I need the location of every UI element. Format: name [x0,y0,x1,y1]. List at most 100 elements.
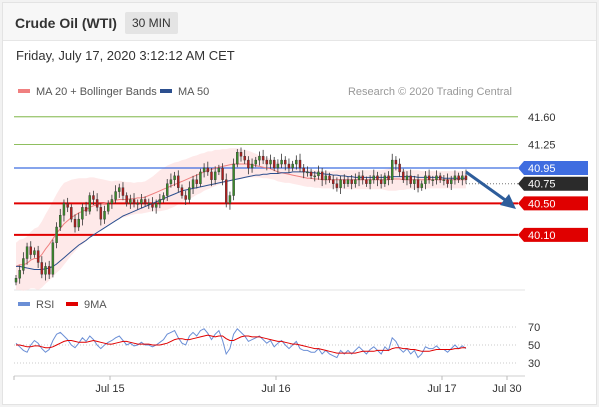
candle [188,181,191,204]
rsi-legend-swatch [18,302,30,306]
candle [232,158,235,201]
candle [118,183,121,198]
candle [276,159,280,174]
price-tag-label: 40.95 [528,163,556,175]
candle-body [438,175,442,180]
candle-body [103,211,106,220]
candle [461,171,464,186]
time-tick-label: Jul 16 [261,383,290,395]
price-tag-label: 41.60 [528,112,556,124]
candle [269,154,272,169]
candle-body [40,262,44,275]
candle [284,156,287,171]
candle-body [106,203,110,212]
price-tag-box [518,196,588,211]
candle [361,170,364,185]
candle-body [302,167,305,173]
candle [180,184,184,199]
instrument-title: Crude Oil (WTI) [15,15,117,31]
candle-body [265,159,269,165]
candle [280,153,283,168]
ma9-line [16,334,466,354]
candle-body [129,199,132,204]
candle [184,190,187,205]
candle [92,190,95,205]
ma50-legend-label: MA 50 [178,86,209,98]
candle [372,169,376,184]
ma20-line [15,163,466,267]
candle-body [221,167,224,180]
candle [446,173,449,188]
candle [383,172,387,187]
candle-body [114,191,117,200]
candle-body [261,155,265,161]
candle [84,201,88,216]
candle [435,170,438,185]
candle [88,192,91,215]
candle [313,171,316,182]
candle [44,262,47,281]
candle [339,175,342,194]
candle [158,193,162,209]
forecast-arrow [465,170,516,209]
candle-body [162,195,165,200]
candle-body [99,207,103,220]
candle-body [461,175,464,180]
candle-body [405,175,409,180]
candle-body [169,179,173,184]
candle-body [442,179,446,181]
candle-body [118,187,121,192]
candle [331,175,335,190]
candle [29,241,32,260]
candle-body [413,179,416,184]
candle [136,199,139,210]
candle [320,167,324,187]
candle-body [339,179,342,188]
candle [129,194,132,209]
price-tag-40-75: 40.75 [518,176,588,191]
candle [132,193,136,208]
candle-body [36,250,40,263]
candle-body [232,163,235,196]
candle-body [379,179,383,184]
candle [114,185,117,204]
candle-body [343,179,346,184]
candle-body [254,159,257,165]
candle-body [77,218,80,228]
candle [140,193,143,209]
candle-body [51,242,55,275]
timeframe-badge[interactable]: 30 MIN [125,12,178,34]
candle [228,191,232,210]
bollinger-legend-label: MA 20 + Bollinger Bands [36,86,157,98]
candle [70,204,73,223]
candle [438,172,442,183]
price-tag-40-95: 40.95 [518,160,588,175]
candle-body [213,171,217,180]
candle [195,174,198,189]
candle-body [272,159,276,169]
candle [47,260,51,279]
time-axis: Jul 15 Jul 16 Jul 17 Jul 30 [13,376,522,395]
candle-body [239,152,243,157]
chart-header: Crude Oil (WTI) 30 MIN [3,3,596,41]
price-tag-layer: 41.60 41.25 40.95 40.75 40.50 40.10 [518,112,588,242]
candle [379,174,383,189]
candle [368,175,372,190]
candle-body [365,179,368,184]
candle [51,239,55,278]
candle [427,169,431,184]
candle-body [317,171,320,177]
candle [25,242,29,265]
candle-body [44,266,47,275]
candle-body [453,175,457,180]
candle-body [295,159,298,165]
price-tag-40-50: 40.50 [518,196,588,211]
candle-body [354,179,357,184]
candle [387,171,390,186]
candle-body [416,179,420,188]
candle-body [22,258,25,271]
candle [202,163,206,178]
candle-body [376,175,379,180]
candle [394,156,398,171]
